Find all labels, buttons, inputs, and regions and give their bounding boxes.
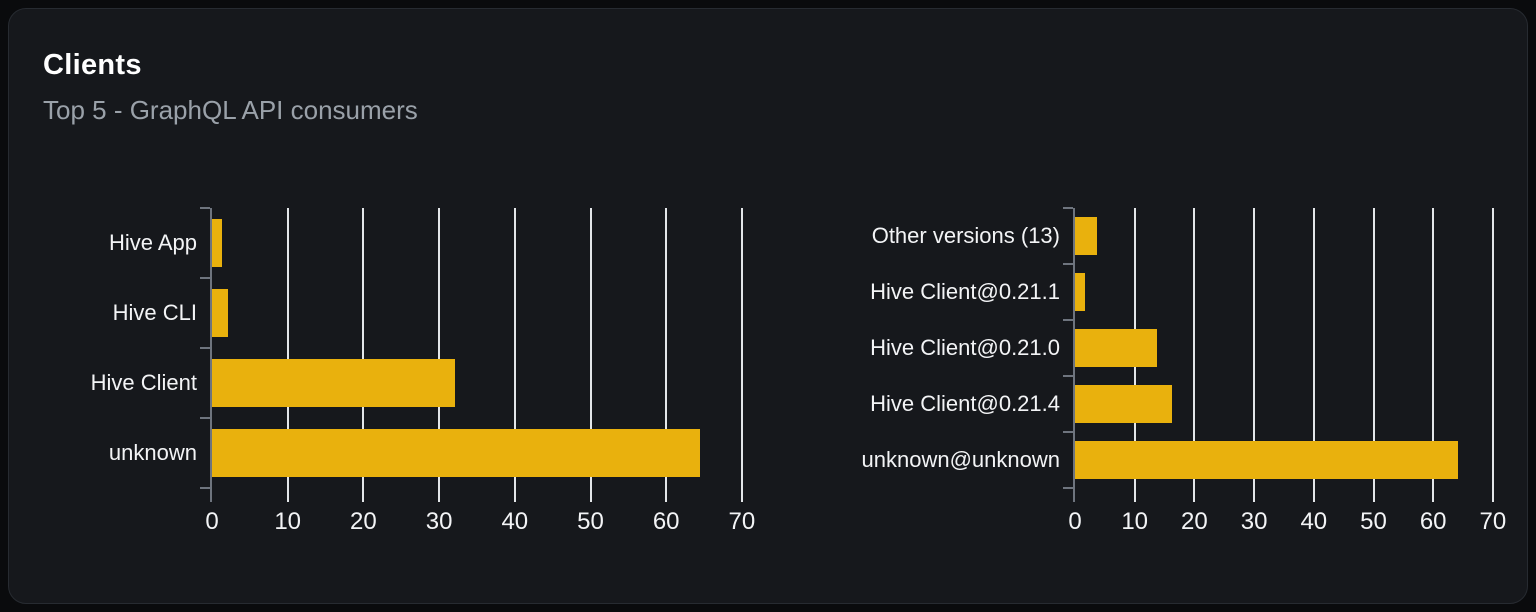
y-axis-tick [200,207,210,209]
x-axis-tick-label: 50 [1360,508,1387,535]
x-axis-tick-label: 10 [274,508,302,535]
category-label: Hive Client@0.21.4 [870,391,1060,416]
category-label: Hive App [108,230,197,255]
y-axis-tick [200,417,210,419]
y-axis-tick [1063,207,1073,209]
y-axis-tick [1063,431,1073,433]
y-axis-tick [200,347,210,349]
category-label: Hive CLI [112,300,197,325]
x-axis-tick-label: 10 [1121,508,1149,535]
category-label: Hive Client@0.21.1 [870,279,1060,304]
clients-card [8,8,1528,604]
bar-other-versions-13-[interactable] [1075,217,1098,255]
gridline-20 [362,208,365,502]
y-axis-tick [1063,487,1073,489]
bar-hive-client[interactable] [212,359,455,407]
gridline-70 [740,208,743,502]
gridline-20 [1193,208,1196,502]
x-axis-tick-label: 60 [1419,508,1447,535]
y-axis-tick [1063,375,1073,377]
category-label: Hive Client@0.21.0 [870,335,1060,360]
x-axis-tick-label: 30 [1240,508,1268,535]
bar-hive-client-0.21.4[interactable] [1075,385,1173,423]
gridline-70 [1491,208,1494,502]
y-axis-line [1073,208,1075,502]
page-subtitle: Top 5 - GraphQL API consumers [43,95,418,125]
y-axis-line [210,208,212,502]
x-axis-tick-label: 50 [577,508,604,535]
gridline-60 [665,208,668,502]
bar-hive-client-0.21.0[interactable] [1075,329,1157,367]
x-axis-tick-label: 70 [1479,508,1507,535]
x-axis-tick-label: 0 [1068,508,1082,535]
x-axis-tick-label: 60 [652,508,680,535]
category-label: unknown@unknown [861,447,1060,472]
y-axis-tick [200,277,210,279]
gridline-40 [1312,208,1315,502]
x-axis-tick-label: 20 [350,508,377,535]
x-axis-tick-label: 0 [205,508,219,535]
x-axis-tick-label: 40 [1300,508,1328,535]
y-axis-tick [1063,263,1073,265]
bar-unknown-unknown[interactable] [1075,441,1459,479]
category-label: Other versions (13) [871,223,1060,248]
gridline-10 [286,208,289,502]
category-label: Hive Client [90,370,197,395]
x-axis-tick-label: 30 [425,508,453,535]
page-title: Clients [43,49,142,81]
y-axis-tick [200,487,210,489]
gridline-60 [1432,208,1435,502]
gridline-50 [589,208,592,502]
bar-unknown[interactable] [212,429,701,477]
bar-hive-app[interactable] [212,219,222,267]
y-axis-tick [1063,319,1073,321]
x-axis-tick-label: 20 [1181,508,1208,535]
top-client-versions-bar-chart: 0 10 20 30 40 50 60 70 Other versions (13) Hive C… [862,207,1506,535]
bar-hive-cli[interactable] [212,289,228,337]
gridline-40 [513,208,516,502]
top-clients-bar-chart: 0 10 20 30 40 50 60 70 Hive App Hive CLI Hive Clie… [91,207,755,535]
x-axis-tick-label: 40 [501,508,529,535]
x-axis-tick-label: 70 [728,508,756,535]
gridline-30 [438,208,441,502]
bar-hive-client-0.21.1[interactable] [1075,273,1086,311]
gridline-50 [1372,208,1375,502]
gridline-30 [1253,208,1256,502]
category-label: unknown [108,440,197,465]
